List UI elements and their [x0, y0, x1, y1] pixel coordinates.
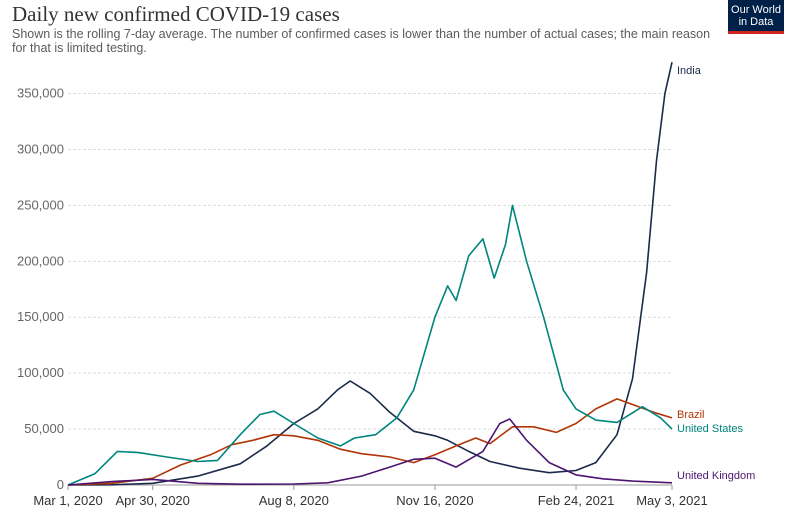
- y-tick-label: 300,000: [17, 141, 64, 156]
- chart-subtitle: Shown is the rolling 7-day average. The …: [12, 27, 711, 55]
- y-tick-label: 0: [57, 477, 64, 492]
- x-tick-label: Nov 16, 2020: [396, 493, 473, 508]
- y-tick-label: 100,000: [17, 365, 64, 380]
- x-tick-label: Aug 8, 2020: [259, 493, 329, 508]
- series-labels: India Brazil United States United Kingdom: [677, 65, 755, 482]
- y-tick-label: 150,000: [17, 309, 64, 324]
- y-axis-ticks: 0 50,000 100,000 150,000 200,000 250,000 300,0…: [17, 86, 64, 492]
- x-tick-label: May 3, 2021: [636, 493, 708, 508]
- x-axis-ticks: Mar 1, 2020 Apr 30, 2020 Aug 8, 2020 Nov 16…: [33, 485, 708, 508]
- series-label-united-states[interactable]: United States: [677, 423, 744, 435]
- series-line-brazil[interactable]: [67, 398, 673, 486]
- y-tick-label: 250,000: [17, 197, 64, 212]
- chart-title: Daily new confirmed COVID-19 cases: [12, 2, 340, 26]
- series-line-united-states[interactable]: [67, 204, 673, 486]
- y-tick-label: 200,000: [17, 253, 64, 268]
- series-lines: [67, 62, 673, 486]
- y-tick-label: 350,000: [17, 86, 64, 101]
- x-tick-label: Feb 24, 2021: [538, 493, 615, 508]
- series-line-united-kingdom[interactable]: [67, 418, 673, 486]
- x-tick-label: Apr 30, 2020: [115, 493, 189, 508]
- series-line-india[interactable]: [67, 62, 673, 486]
- series-label-india[interactable]: India: [677, 65, 702, 77]
- series-label-united-kingdom[interactable]: United Kingdom: [677, 470, 755, 482]
- y-tick-label: 50,000: [24, 421, 64, 436]
- owid-logo[interactable]: Our World in Data: [728, 0, 784, 34]
- gridlines: [68, 93, 672, 486]
- series-label-brazil[interactable]: Brazil: [677, 409, 705, 421]
- logo-line-2: in Data: [738, 16, 774, 28]
- x-tick-label: Mar 1, 2020: [33, 493, 102, 508]
- logo-line-1: Our World: [731, 4, 781, 16]
